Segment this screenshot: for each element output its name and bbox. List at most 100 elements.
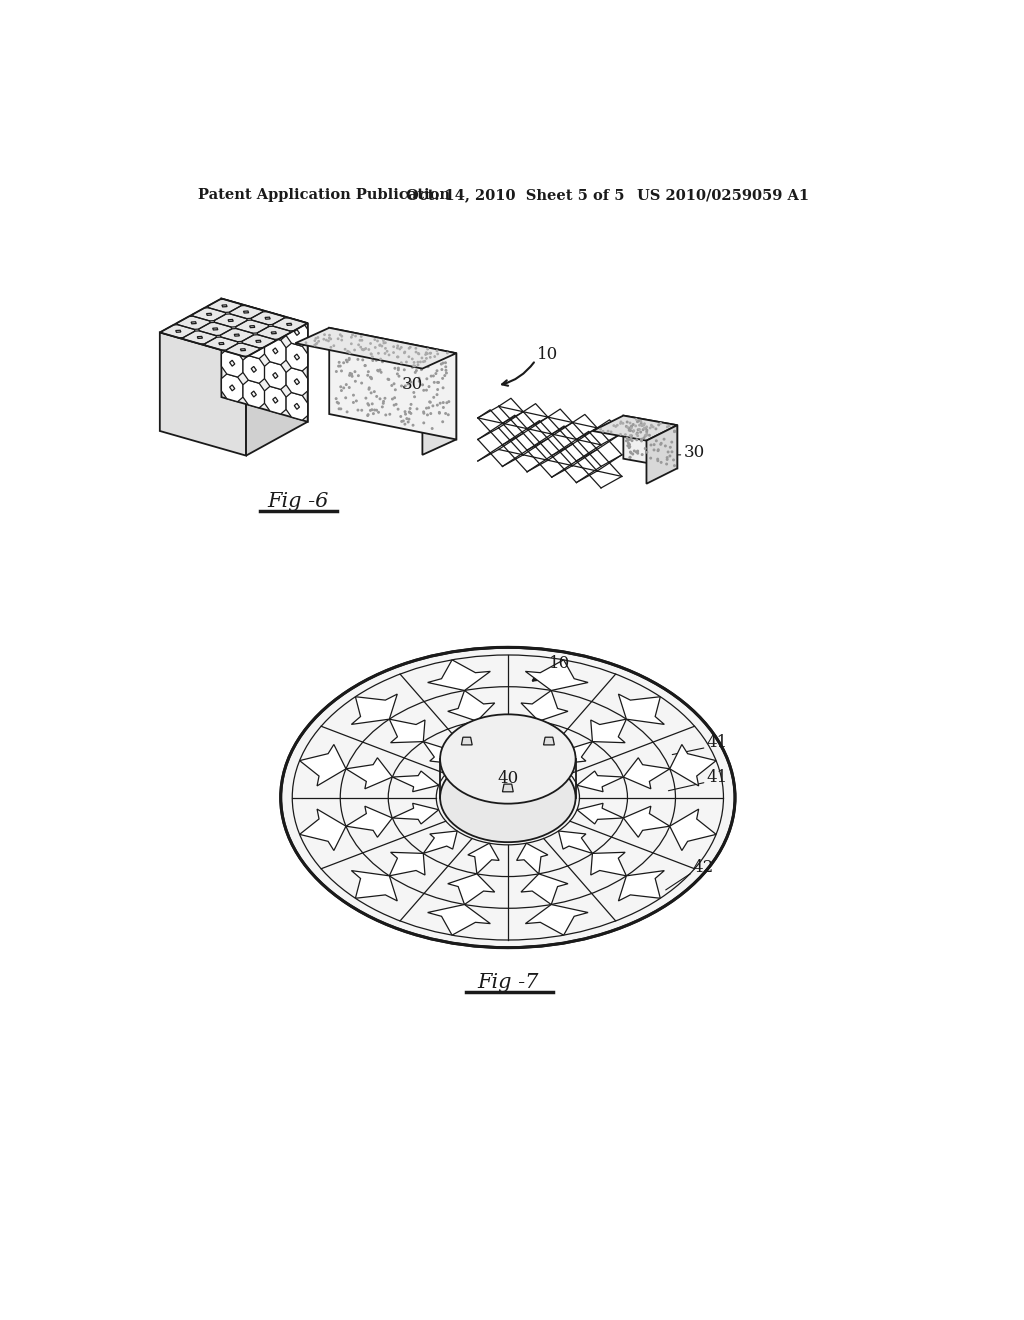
Circle shape	[631, 426, 632, 428]
Circle shape	[418, 354, 420, 355]
Circle shape	[393, 383, 395, 384]
Circle shape	[427, 414, 428, 416]
Circle shape	[426, 352, 427, 354]
Circle shape	[426, 378, 428, 380]
Circle shape	[371, 378, 373, 379]
Circle shape	[441, 368, 442, 371]
Circle shape	[388, 354, 390, 355]
Circle shape	[668, 451, 669, 453]
Circle shape	[324, 334, 326, 335]
Circle shape	[432, 375, 434, 376]
Circle shape	[633, 424, 634, 425]
Circle shape	[636, 433, 637, 434]
Polygon shape	[264, 362, 286, 389]
Circle shape	[378, 345, 379, 347]
Text: 41: 41	[707, 770, 728, 787]
Polygon shape	[468, 843, 499, 874]
Circle shape	[636, 451, 637, 453]
Circle shape	[350, 343, 352, 345]
Circle shape	[414, 396, 416, 397]
Polygon shape	[624, 758, 670, 789]
Circle shape	[629, 457, 631, 458]
Circle shape	[657, 458, 658, 459]
Polygon shape	[646, 425, 677, 483]
Circle shape	[376, 396, 378, 397]
Circle shape	[444, 362, 446, 363]
Polygon shape	[392, 771, 438, 792]
Polygon shape	[525, 904, 588, 935]
Circle shape	[398, 375, 399, 378]
Circle shape	[636, 440, 638, 441]
Circle shape	[348, 359, 350, 360]
Polygon shape	[346, 758, 392, 789]
Circle shape	[642, 429, 644, 430]
Circle shape	[637, 450, 638, 451]
Circle shape	[376, 409, 377, 411]
Polygon shape	[346, 807, 392, 837]
Circle shape	[430, 356, 431, 358]
Polygon shape	[578, 804, 624, 824]
Circle shape	[314, 345, 315, 346]
Circle shape	[330, 347, 332, 348]
Circle shape	[419, 380, 420, 381]
Polygon shape	[160, 333, 246, 455]
Circle shape	[427, 348, 428, 350]
Circle shape	[346, 411, 348, 413]
Circle shape	[361, 348, 362, 350]
Circle shape	[442, 358, 443, 359]
Circle shape	[421, 368, 422, 371]
Circle shape	[349, 352, 350, 354]
Circle shape	[650, 425, 652, 426]
Polygon shape	[462, 737, 472, 744]
Polygon shape	[521, 690, 568, 721]
Circle shape	[341, 345, 343, 346]
Circle shape	[409, 418, 410, 420]
Circle shape	[352, 395, 354, 396]
Circle shape	[419, 364, 421, 366]
Circle shape	[315, 343, 316, 345]
Circle shape	[437, 354, 438, 355]
Circle shape	[446, 352, 449, 354]
Circle shape	[316, 343, 317, 345]
Polygon shape	[221, 300, 243, 327]
Circle shape	[639, 425, 640, 426]
Polygon shape	[243, 331, 264, 359]
Circle shape	[650, 457, 651, 459]
Circle shape	[351, 351, 352, 352]
Circle shape	[409, 412, 411, 413]
Circle shape	[378, 352, 379, 354]
Circle shape	[355, 335, 356, 337]
Circle shape	[385, 342, 386, 343]
Circle shape	[314, 341, 315, 342]
Circle shape	[659, 422, 662, 424]
Circle shape	[336, 397, 337, 400]
Polygon shape	[591, 853, 627, 876]
Circle shape	[442, 421, 443, 422]
Circle shape	[379, 345, 380, 346]
Circle shape	[630, 451, 631, 453]
Circle shape	[620, 422, 622, 424]
Polygon shape	[251, 342, 256, 347]
Circle shape	[657, 459, 658, 462]
Circle shape	[653, 444, 655, 445]
Circle shape	[396, 347, 398, 348]
Circle shape	[670, 446, 671, 447]
Circle shape	[429, 401, 431, 403]
Circle shape	[646, 434, 647, 436]
Circle shape	[447, 414, 450, 416]
Polygon shape	[351, 694, 397, 725]
Polygon shape	[243, 380, 264, 408]
Circle shape	[336, 347, 337, 348]
Circle shape	[362, 350, 365, 351]
Polygon shape	[330, 327, 457, 440]
Text: 30: 30	[401, 376, 423, 393]
Circle shape	[370, 343, 372, 345]
Polygon shape	[264, 337, 286, 364]
Circle shape	[635, 425, 636, 426]
Circle shape	[364, 348, 366, 350]
Circle shape	[657, 424, 659, 425]
Circle shape	[371, 409, 373, 411]
Circle shape	[641, 438, 642, 440]
Circle shape	[350, 337, 352, 338]
Polygon shape	[468, 721, 499, 752]
